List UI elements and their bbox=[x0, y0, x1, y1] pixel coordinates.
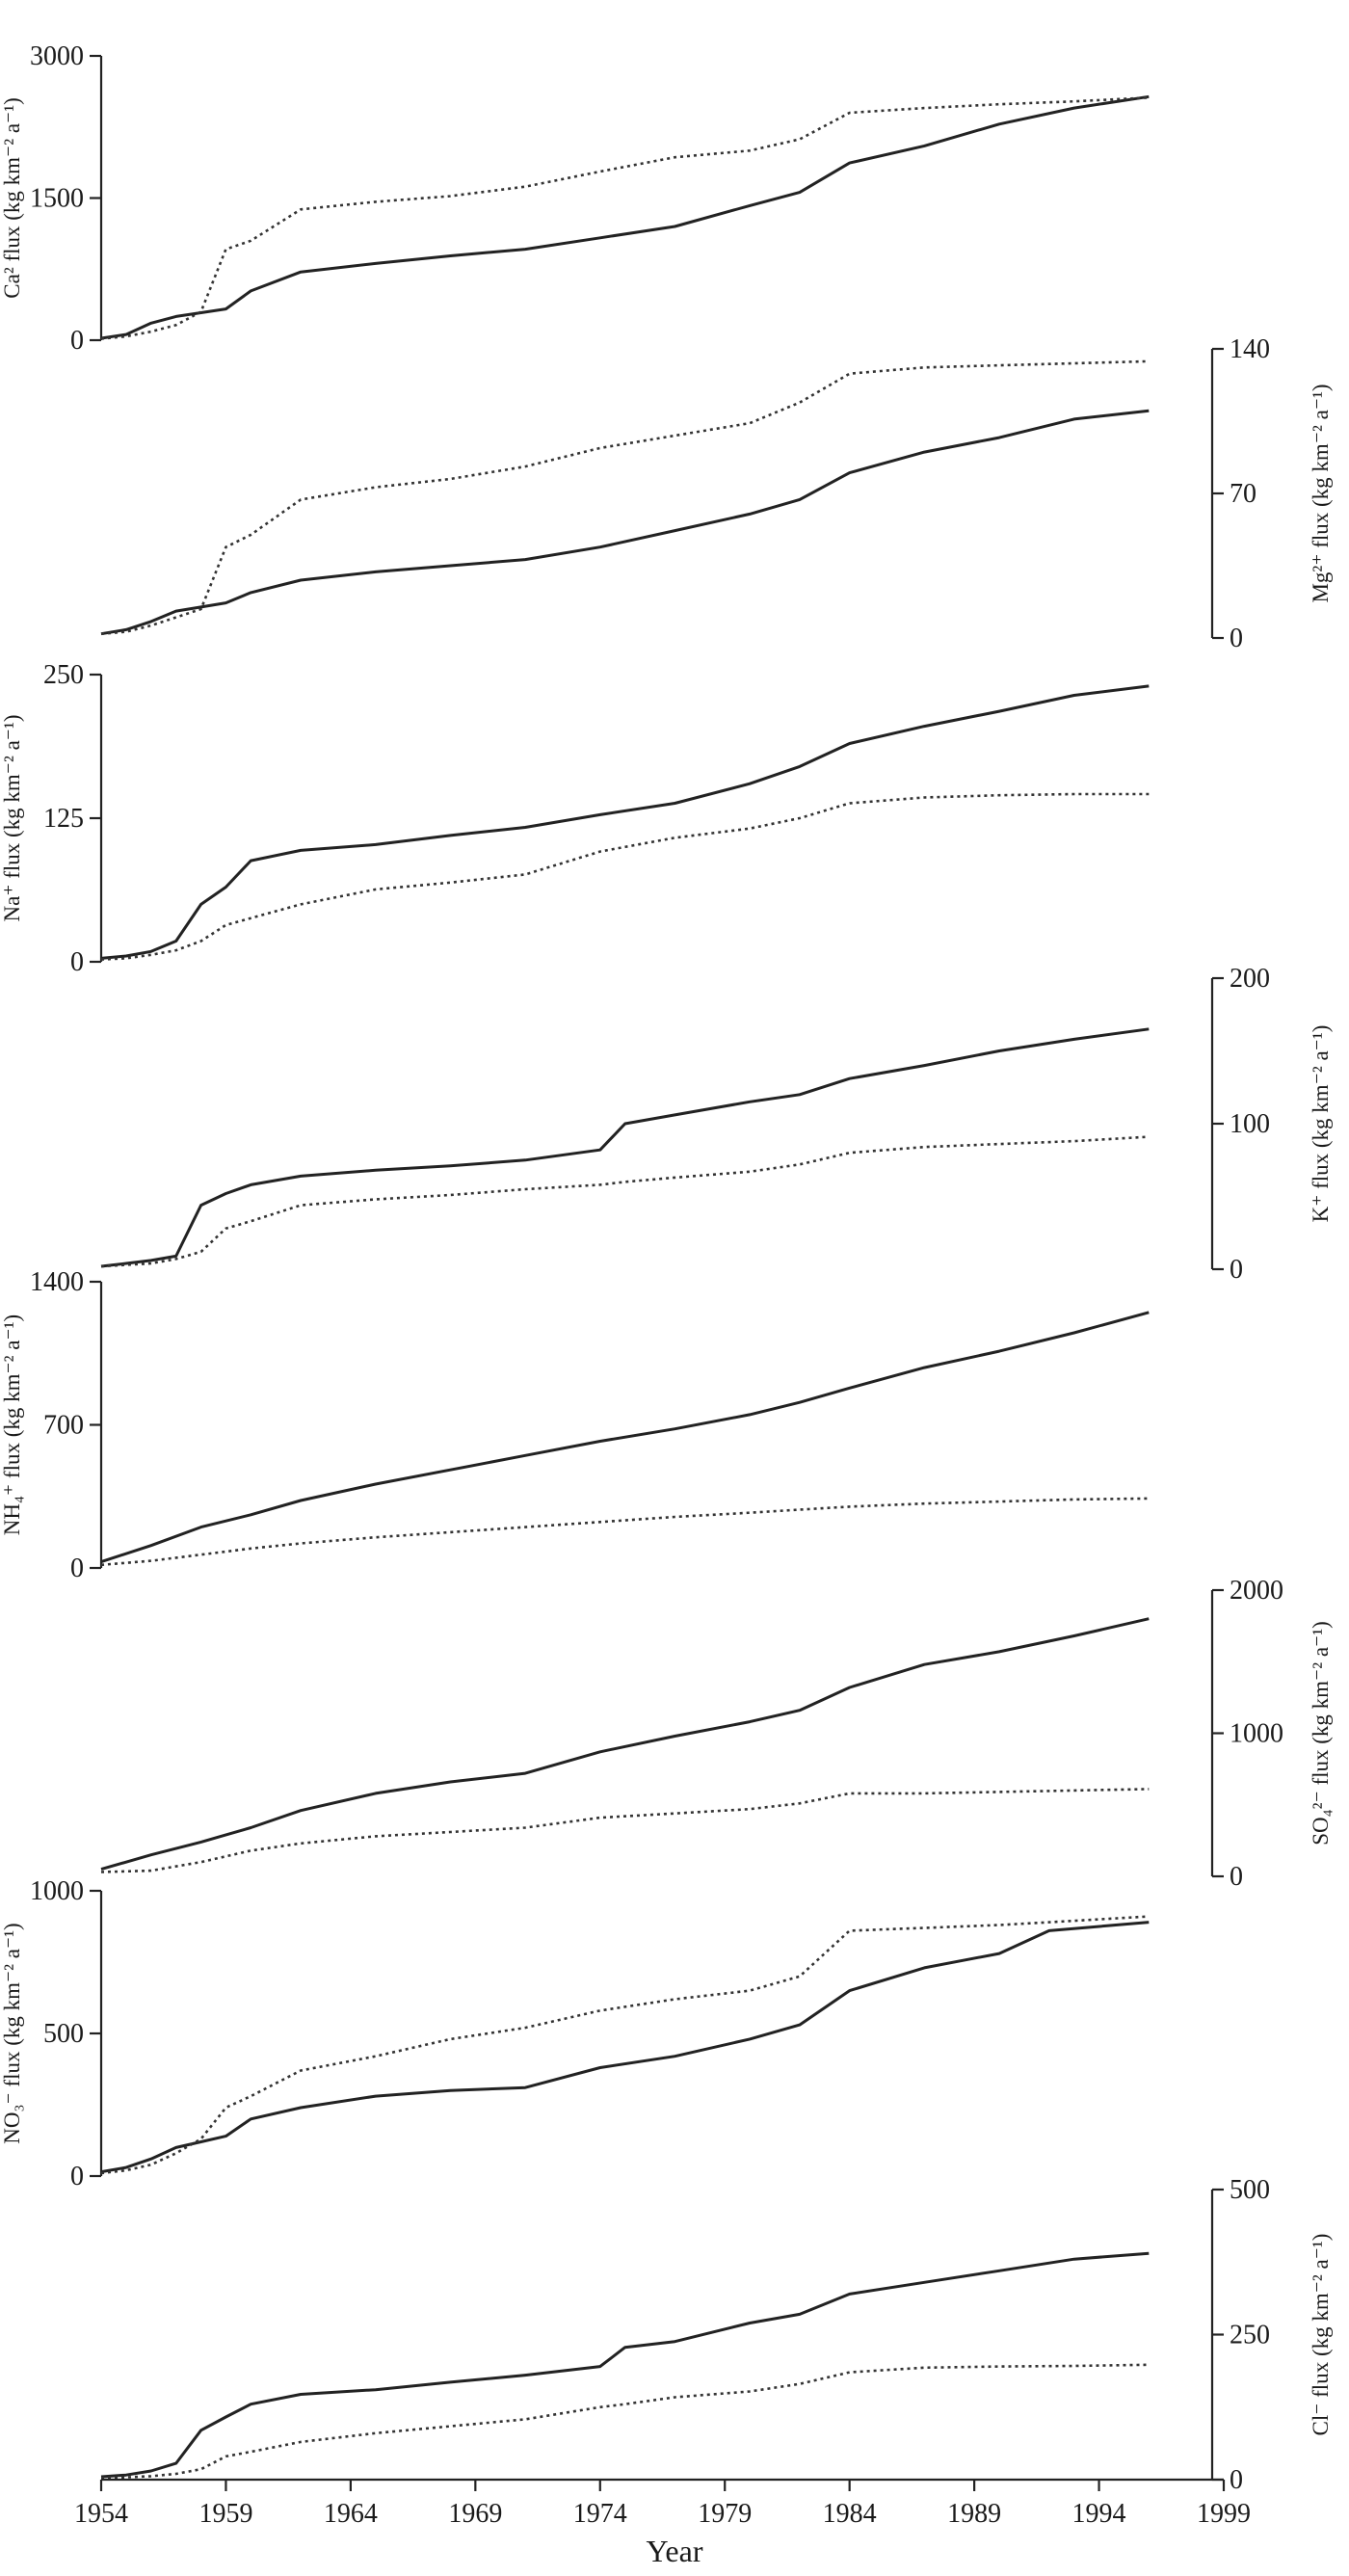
y-tick-label: 0 bbox=[1230, 2465, 1243, 2495]
x-ticks: 1954 1959 1964 1969 1974 1979 1984 1989 1994 1999 bbox=[74, 2480, 1251, 2529]
series-line-dotted bbox=[100, 1135, 1150, 1268]
x-tick-label: 1994 bbox=[1072, 2499, 1126, 2529]
panel-8: 0 250 500 Cl⁻ flux (kg km⁻² a⁻¹) bbox=[100, 2175, 1333, 2495]
series-line-solid bbox=[100, 409, 1150, 636]
y-axis-title: NH₄⁺ flux (kg km⁻² a⁻¹) bbox=[0, 1315, 24, 1535]
x-tick-label: 1999 bbox=[1197, 2499, 1251, 2529]
panel-3: 0 125 250 Na⁺ flux (kg km⁻² a⁻¹) bbox=[0, 660, 1150, 977]
series-line-solid bbox=[100, 2251, 1150, 2479]
panel-2: 0 70 140 Mg²⁺ flux (kg km⁻² a⁻¹) bbox=[100, 334, 1333, 653]
panel-6: 0 1000 2000 SO₄²⁻ flux (kg km⁻² a⁻¹) bbox=[100, 1576, 1333, 1892]
y-tick-label: 700 bbox=[43, 1411, 84, 1441]
y-axis-title: Mg²⁺ flux (kg km⁻² a⁻¹) bbox=[1309, 384, 1333, 602]
series-line-solid bbox=[100, 1617, 1150, 1872]
y-tick-label: 250 bbox=[1230, 2321, 1270, 2350]
x-tick-label: 1969 bbox=[448, 2499, 502, 2529]
series-line-solid bbox=[100, 1027, 1150, 1268]
x-tick-label: 1979 bbox=[698, 2499, 752, 2529]
y-tick-label: 200 bbox=[1230, 964, 1270, 994]
y-tick-label: 250 bbox=[43, 660, 84, 690]
y-axis-title: Na⁺ flux (kg km⁻² a⁻¹) bbox=[0, 715, 24, 922]
y-tick-label: 2000 bbox=[1230, 1576, 1283, 1606]
panel-1: 0 1500 3000 Ca² flux (kg km⁻² a⁻¹) bbox=[0, 41, 1150, 356]
x-tick-label: 1989 bbox=[947, 2499, 1001, 2529]
x-tick-label: 1984 bbox=[823, 2499, 877, 2529]
y-tick-label: 0 bbox=[70, 2162, 84, 2191]
y-tick-label: 1000 bbox=[1230, 1719, 1283, 1749]
x-tick-label: 1964 bbox=[324, 2499, 378, 2529]
series-line-solid bbox=[100, 1311, 1150, 1564]
series-line-dotted bbox=[100, 1788, 1150, 1873]
series-line-solid bbox=[100, 94, 1150, 340]
y-tick-label: 0 bbox=[1230, 1862, 1243, 1892]
y-tick-label: 1400 bbox=[30, 1267, 84, 1297]
y-tick-label: 1500 bbox=[30, 184, 84, 214]
series-line-dotted bbox=[100, 96, 1150, 340]
y-tick-label: 0 bbox=[70, 947, 84, 977]
y-tick-label: 125 bbox=[43, 804, 84, 834]
x-axis: 1954 1959 1964 1969 1974 1979 1984 1989 1994 1999… bbox=[74, 2478, 1251, 2568]
y-tick-label: 500 bbox=[43, 2019, 84, 2049]
x-axis-title: Year bbox=[647, 2534, 703, 2568]
y-tick-label: 500 bbox=[1230, 2175, 1270, 2205]
y-tick-label: 100 bbox=[1230, 1109, 1270, 1139]
series-line-dotted bbox=[100, 792, 1150, 961]
x-tick-label: 1954 bbox=[74, 2499, 128, 2529]
y-tick-label: 0 bbox=[1230, 624, 1243, 653]
panel-4: 0 100 200 K⁺ flux (kg km⁻² a⁻¹) bbox=[100, 964, 1333, 1285]
y-tick-label: 140 bbox=[1230, 334, 1270, 364]
y-tick-label: 0 bbox=[1230, 1255, 1243, 1285]
series-line-dotted bbox=[100, 1915, 1150, 2175]
series-line-solid bbox=[100, 684, 1150, 960]
panels: 0 1500 3000 Ca² flux (kg km⁻² a⁻¹) 0 70 140 Mg²… bbox=[0, 41, 1333, 2495]
y-tick-label: 70 bbox=[1230, 479, 1256, 509]
y-axis-title: Ca² flux (kg km⁻² a⁻¹) bbox=[0, 97, 24, 298]
y-axis-title: K⁺ flux (kg km⁻² a⁻¹) bbox=[1309, 1025, 1333, 1223]
x-tick-label: 1959 bbox=[198, 2499, 252, 2529]
y-tick-label: 3000 bbox=[30, 41, 84, 71]
series-line-dotted bbox=[100, 359, 1150, 635]
y-axis-title: NO₃⁻ flux (kg km⁻² a⁻¹) bbox=[0, 1923, 24, 2143]
y-axis-title: Cl⁻ flux (kg km⁻² a⁻¹) bbox=[1309, 2234, 1333, 2436]
y-tick-label: 0 bbox=[70, 326, 84, 356]
y-tick-label: 0 bbox=[70, 1554, 84, 1583]
series-line-solid bbox=[100, 1921, 1150, 2174]
series-line-dotted bbox=[100, 2363, 1150, 2480]
y-axis-title: SO₄²⁻ flux (kg km⁻² a⁻¹) bbox=[1309, 1621, 1333, 1846]
x-tick-label: 1974 bbox=[573, 2499, 627, 2529]
y-tick-label: 1000 bbox=[30, 1876, 84, 1906]
series-line-dotted bbox=[100, 1497, 1150, 1567]
